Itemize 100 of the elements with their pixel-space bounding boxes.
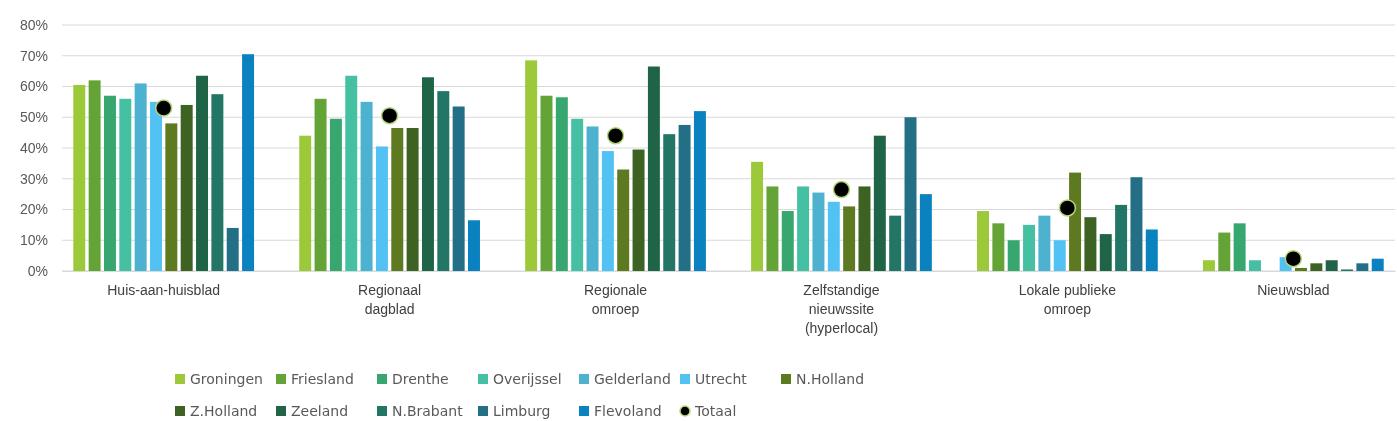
bar xyxy=(766,186,779,271)
bar xyxy=(437,91,450,271)
bar xyxy=(1130,177,1143,271)
point xyxy=(1284,249,1303,268)
bar xyxy=(242,54,255,271)
bar xyxy=(134,83,147,271)
bar xyxy=(329,118,342,271)
bar xyxy=(1053,240,1066,271)
bar xyxy=(180,104,193,271)
point xyxy=(380,106,399,125)
bar xyxy=(226,227,239,271)
bar xyxy=(555,97,568,271)
bar xyxy=(406,128,419,271)
legend-label: Flevoland xyxy=(594,403,662,419)
bar xyxy=(1202,260,1215,271)
legend-label: Friesland xyxy=(291,371,354,387)
bar xyxy=(314,98,327,271)
legend-label: N.Brabant xyxy=(392,403,464,419)
bar xyxy=(1115,204,1128,271)
bar xyxy=(1099,234,1112,271)
bar xyxy=(391,128,404,271)
y-tick-label: 20% xyxy=(19,201,48,218)
y-tick-label: 80% xyxy=(19,16,48,33)
bar xyxy=(299,135,312,271)
x-tick-label: Zelfstandige nieuwssite (hyperlocal) xyxy=(803,281,880,336)
bar xyxy=(1007,240,1020,271)
bar xyxy=(1295,267,1307,271)
bar xyxy=(196,75,209,271)
bar xyxy=(873,135,886,271)
x-tick-label: Regionale omroep xyxy=(584,281,648,317)
bar xyxy=(150,101,162,271)
bar xyxy=(88,80,101,271)
bar xyxy=(375,146,388,271)
bar xyxy=(1038,215,1051,271)
bar xyxy=(211,94,224,271)
bar xyxy=(601,151,614,271)
legend-label: Groningen xyxy=(190,371,263,387)
bar xyxy=(797,186,810,271)
bar xyxy=(1356,263,1369,271)
bar xyxy=(360,101,373,271)
bar xyxy=(1325,260,1338,271)
bar xyxy=(1023,224,1036,271)
point xyxy=(606,126,625,145)
bar xyxy=(1233,223,1246,271)
y-tick-label: 50% xyxy=(19,109,48,126)
bar xyxy=(540,95,553,271)
bar xyxy=(617,169,630,271)
bar xyxy=(421,77,434,271)
legend-label: Utrecht xyxy=(695,371,748,387)
bar xyxy=(525,60,538,271)
bar xyxy=(977,211,989,271)
bar xyxy=(165,123,178,271)
bar xyxy=(663,134,676,271)
x-tick-label: Huis-aan-huisblad xyxy=(107,281,221,298)
bar xyxy=(843,206,856,271)
y-tick-label: 30% xyxy=(19,170,48,187)
bar xyxy=(781,211,794,271)
bar xyxy=(119,98,132,271)
y-tick-label: 40% xyxy=(19,139,48,156)
bar xyxy=(73,84,86,271)
legend-label: Totaal xyxy=(694,403,737,419)
bar xyxy=(678,124,691,271)
y-tick-label: 0% xyxy=(27,262,48,279)
bar xyxy=(992,223,1005,271)
legend-label: Drenthe xyxy=(392,371,449,387)
legend-label: N.Holland xyxy=(796,371,865,387)
bar xyxy=(632,149,645,271)
bar xyxy=(1310,263,1323,271)
legend-label: Zeeland xyxy=(291,403,349,419)
bar xyxy=(1218,232,1231,271)
bar xyxy=(1145,229,1158,271)
bar xyxy=(751,161,764,271)
bar xyxy=(812,192,825,271)
legend-label: Limburg xyxy=(493,403,551,419)
bar xyxy=(1248,260,1261,271)
bar xyxy=(889,215,902,271)
legend-label: Gelderland xyxy=(594,371,671,387)
y-tick-label: 60% xyxy=(19,78,48,95)
bar xyxy=(103,95,116,271)
point xyxy=(154,99,173,117)
bar xyxy=(1371,258,1384,271)
bar xyxy=(586,126,599,271)
bar xyxy=(858,186,871,271)
legend-label: Overijssel xyxy=(493,371,562,387)
bar xyxy=(647,66,660,271)
bar xyxy=(468,220,480,271)
bar xyxy=(693,111,706,271)
bar xyxy=(1069,172,1082,271)
point xyxy=(832,180,851,199)
y-tick-label: 70% xyxy=(19,47,48,64)
bar xyxy=(345,75,358,271)
x-tick-label: Nieuwsblad xyxy=(1257,281,1330,298)
y-tick-label: 10% xyxy=(19,232,48,249)
x-tick-label: Regionaal dagblad xyxy=(358,281,422,317)
point xyxy=(1058,199,1077,217)
x-tick-label: Lokale publieke omroep xyxy=(1018,281,1117,317)
bar xyxy=(904,117,917,271)
bar xyxy=(1084,217,1097,271)
bar xyxy=(919,194,932,271)
bar xyxy=(452,106,465,271)
